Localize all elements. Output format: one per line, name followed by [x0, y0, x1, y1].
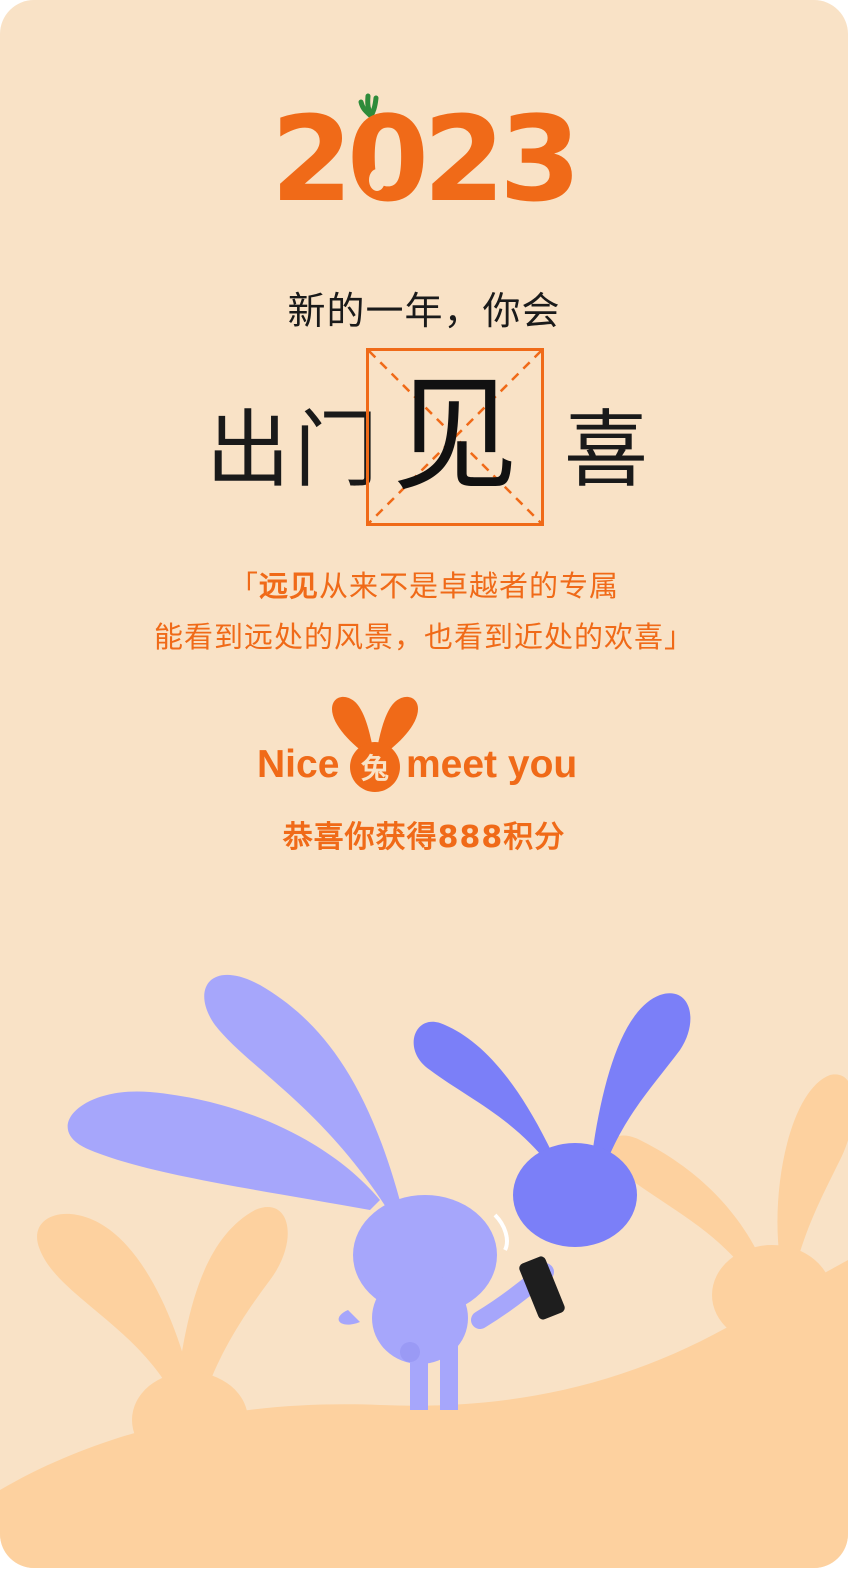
tian-grid-frame	[366, 348, 544, 526]
meet-you-text: meet you	[406, 743, 578, 786]
bunny-scene-illustration	[0, 974, 848, 1568]
second-rabbit-head	[413, 993, 691, 1247]
quote-highlight: 远见	[258, 569, 319, 603]
phone-icon	[519, 1256, 565, 1320]
nice-text: Nice	[257, 743, 340, 786]
hero-phrase: 出门 见 喜	[0, 348, 848, 530]
main-rabbit	[67, 974, 554, 1410]
rabbit-head-icon	[369, 157, 386, 191]
bunny-badge-char: 兔	[361, 752, 389, 785]
carrot-leaf-icon	[358, 93, 379, 119]
greeting-card: 2023 新的一年，你会 出门 见 喜 「远见从来不是卓越者的专属 能看到远处的…	[0, 0, 848, 1568]
nice-meet-you-logo: Nice 兔 meet you	[255, 695, 605, 795]
year-2023-logo: 2023	[271, 90, 581, 218]
year-2023-text: 2023	[271, 90, 575, 218]
quote-open-mark: 「	[228, 569, 259, 603]
hero-center-character: 见	[392, 362, 518, 509]
quote-line-1-rest: 从来不是卓越者的专属	[319, 569, 620, 603]
bunny-badge-icon: 兔	[332, 696, 418, 792]
subtitle: 新的一年，你会	[287, 289, 561, 333]
hero-right-text: 喜	[564, 401, 649, 499]
hero-character-box: 见	[366, 348, 544, 526]
quote-line-2: 能看到远处的风景，也看到近处的欢喜」	[153, 620, 694, 654]
hero-left-text: 出门	[206, 401, 383, 499]
points-message: 恭喜你获得888积分	[282, 820, 566, 855]
quote-line-1: 「远见从来不是卓越者的专属	[0, 563, 848, 605]
ground-hill	[0, 1260, 848, 1568]
